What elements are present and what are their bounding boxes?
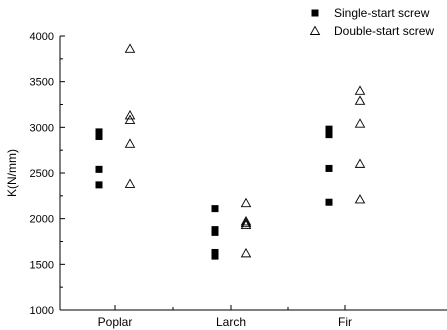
y-ticks: 1000 1500 2000 2500 3000 3500 4000 bbox=[30, 31, 65, 317]
single-start-point bbox=[325, 164, 333, 172]
double-start-point bbox=[354, 85, 366, 95]
single-start-point bbox=[325, 125, 333, 133]
double-start-point bbox=[124, 138, 136, 148]
double-start-point bbox=[354, 158, 366, 168]
double-start-point bbox=[354, 194, 366, 204]
y-tick-label: 1500 bbox=[30, 259, 54, 271]
double-start-point bbox=[240, 197, 252, 208]
y-axis-title: K(N/mm) bbox=[5, 149, 19, 197]
single-start-point bbox=[211, 205, 219, 213]
axes bbox=[59, 36, 447, 311]
x-tick-label: Poplar bbox=[98, 315, 133, 329]
x-tick-label: Larch bbox=[216, 315, 246, 329]
y-tick-label: 4000 bbox=[30, 31, 54, 43]
double-start-point bbox=[124, 43, 136, 53]
legend: Single-start screw Double-start screw bbox=[309, 6, 434, 38]
double-start-point bbox=[354, 95, 366, 105]
data-points bbox=[95, 43, 366, 260]
legend-single-start-marker bbox=[311, 9, 319, 17]
double-start-point bbox=[124, 110, 136, 120]
single-start-point bbox=[95, 128, 103, 136]
y-tick-label: 3000 bbox=[30, 122, 54, 134]
legend-label: Single-start screw bbox=[334, 6, 430, 20]
legend-label: Double-start screw bbox=[334, 24, 434, 38]
single-start-point bbox=[325, 131, 333, 139]
double-start-point bbox=[354, 118, 366, 128]
x-ticks: Poplar Larch Fir bbox=[98, 305, 352, 329]
legend-double-start-marker bbox=[309, 25, 321, 35]
y-tick-label: 2000 bbox=[30, 214, 54, 226]
single-start-point bbox=[95, 165, 103, 173]
single-start-point bbox=[325, 198, 333, 206]
double-start-point bbox=[124, 114, 136, 124]
double-start-point bbox=[240, 219, 252, 230]
y-tick-label: 2500 bbox=[30, 168, 54, 180]
y-tick-label: 3500 bbox=[30, 77, 54, 89]
single-start-point bbox=[211, 248, 219, 256]
double-start-point bbox=[240, 215, 252, 226]
double-start-point bbox=[240, 217, 252, 228]
y-tick-label: 1000 bbox=[30, 305, 54, 317]
single-start-point bbox=[95, 132, 103, 140]
single-start-point bbox=[211, 252, 219, 260]
single-start-point bbox=[95, 181, 103, 189]
x-tick-label: Fir bbox=[338, 315, 352, 329]
single-start-point bbox=[211, 228, 219, 236]
double-start-point bbox=[124, 178, 136, 188]
double-start-point bbox=[240, 247, 252, 258]
